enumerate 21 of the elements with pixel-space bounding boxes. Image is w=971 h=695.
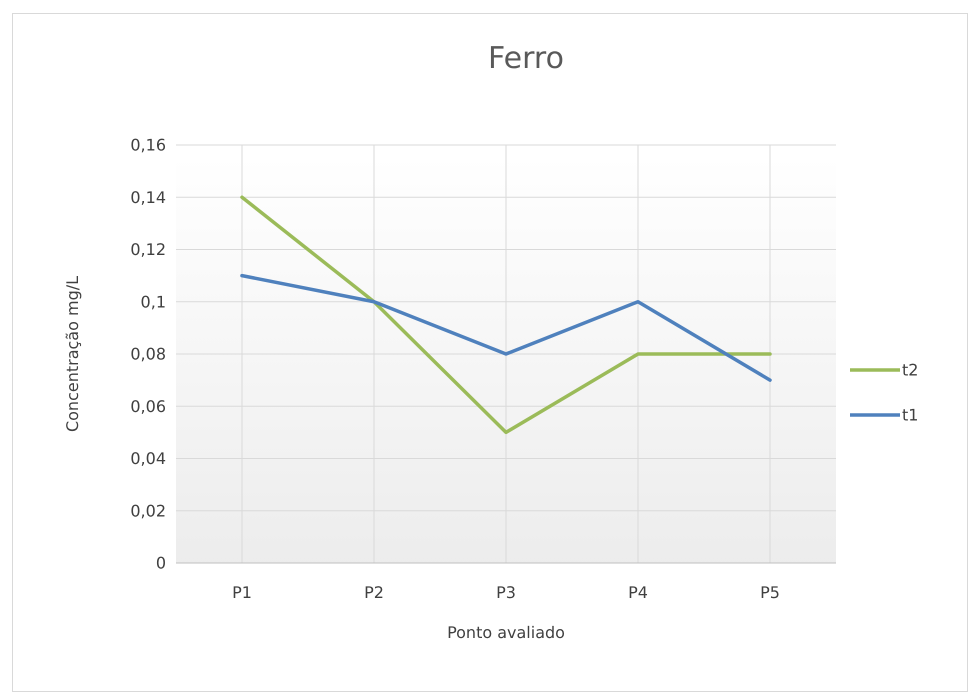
- y-tick-label: 0,04: [130, 449, 166, 468]
- y-tick-label: 0,12: [130, 240, 166, 260]
- legend-label: t1: [902, 406, 918, 425]
- y-tick-label: 0,08: [130, 344, 166, 364]
- x-tick-label: P1: [232, 583, 252, 602]
- x-tick-label: P5: [760, 583, 780, 602]
- x-tick-label: P4: [628, 583, 648, 602]
- x-tick-label: P3: [496, 583, 516, 602]
- x-tick-label: P2: [364, 583, 384, 602]
- y-tick-label: 0: [156, 554, 166, 573]
- y-tick-label: 0,1: [140, 292, 166, 312]
- y-axis-title: Concentração mg/L: [63, 276, 82, 432]
- y-tick-label: 0,02: [130, 501, 166, 520]
- chart-title: Ferro: [488, 41, 564, 76]
- line-series: [240, 274, 772, 382]
- x-axis-title: Ponto avaliado: [447, 623, 565, 642]
- legend-label: t2: [902, 360, 918, 380]
- y-tick-label: 0,14: [130, 188, 166, 207]
- y-tick-label: 0,06: [130, 396, 166, 416]
- y-tick-label: 0,16: [130, 136, 166, 155]
- line-series: [240, 196, 772, 434]
